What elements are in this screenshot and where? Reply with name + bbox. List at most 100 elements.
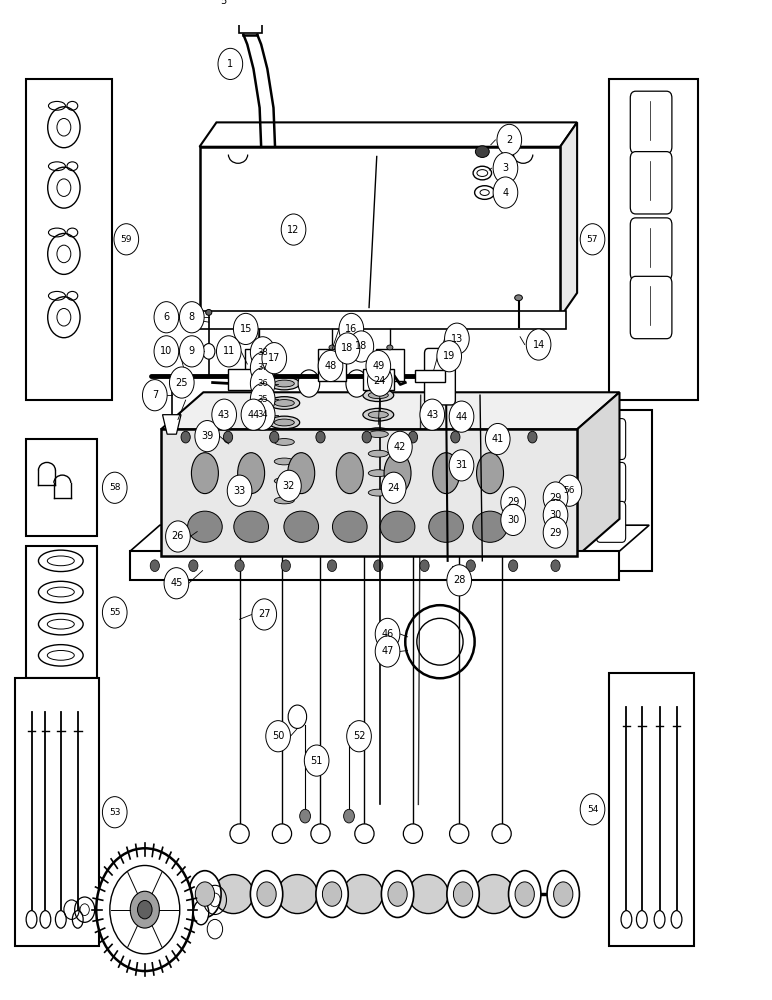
- Circle shape: [466, 560, 476, 572]
- Ellipse shape: [274, 478, 294, 484]
- Text: 58: 58: [109, 483, 120, 492]
- Text: 54: 54: [587, 805, 598, 814]
- Text: 29: 29: [550, 528, 562, 538]
- Circle shape: [110, 865, 180, 954]
- Circle shape: [223, 431, 232, 443]
- Text: 24: 24: [388, 483, 400, 493]
- Circle shape: [233, 313, 258, 345]
- Circle shape: [346, 370, 367, 397]
- Circle shape: [179, 302, 204, 333]
- Circle shape: [551, 560, 560, 572]
- Ellipse shape: [363, 447, 394, 460]
- Bar: [609, 79, 698, 400]
- Text: 51: 51: [310, 756, 323, 766]
- Ellipse shape: [269, 494, 300, 507]
- Ellipse shape: [188, 511, 222, 542]
- Ellipse shape: [273, 824, 292, 843]
- Ellipse shape: [449, 824, 469, 843]
- Text: 11: 11: [222, 346, 235, 356]
- Text: 38: 38: [257, 348, 268, 357]
- Text: 34: 34: [257, 410, 268, 419]
- Circle shape: [114, 224, 139, 255]
- Circle shape: [281, 560, 290, 572]
- Circle shape: [367, 365, 392, 396]
- Circle shape: [493, 153, 518, 184]
- Polygon shape: [560, 122, 577, 317]
- Ellipse shape: [277, 875, 317, 914]
- Circle shape: [420, 560, 429, 572]
- Text: 52: 52: [353, 731, 365, 741]
- Text: 43: 43: [218, 410, 230, 420]
- Circle shape: [304, 745, 329, 776]
- Polygon shape: [163, 415, 181, 434]
- Ellipse shape: [274, 458, 294, 465]
- Ellipse shape: [547, 871, 580, 917]
- Circle shape: [327, 560, 337, 572]
- Circle shape: [300, 809, 310, 823]
- Circle shape: [362, 431, 371, 443]
- Polygon shape: [199, 147, 560, 317]
- Circle shape: [130, 891, 159, 928]
- Bar: [318, 349, 346, 381]
- Bar: [415, 370, 445, 382]
- Text: 39: 39: [201, 431, 213, 441]
- Ellipse shape: [56, 911, 66, 928]
- Ellipse shape: [205, 309, 212, 315]
- Circle shape: [211, 0, 235, 16]
- Text: 44: 44: [455, 412, 468, 422]
- Text: 5: 5: [220, 0, 226, 6]
- Text: 17: 17: [268, 353, 280, 363]
- Text: 35: 35: [257, 395, 268, 404]
- Circle shape: [381, 472, 406, 503]
- Ellipse shape: [636, 911, 647, 928]
- Bar: [587, 410, 652, 571]
- Circle shape: [375, 378, 384, 389]
- Ellipse shape: [368, 411, 388, 418]
- Circle shape: [543, 482, 568, 513]
- Circle shape: [557, 475, 582, 506]
- Ellipse shape: [193, 900, 208, 925]
- Ellipse shape: [195, 882, 215, 906]
- Ellipse shape: [238, 453, 265, 494]
- Ellipse shape: [453, 882, 472, 906]
- Circle shape: [250, 384, 275, 415]
- Ellipse shape: [191, 453, 218, 494]
- Ellipse shape: [515, 295, 523, 301]
- Ellipse shape: [188, 871, 221, 917]
- Ellipse shape: [213, 875, 253, 914]
- Text: 14: 14: [533, 340, 545, 350]
- Circle shape: [137, 900, 152, 919]
- Circle shape: [420, 399, 445, 430]
- Text: 53: 53: [109, 808, 120, 817]
- Circle shape: [349, 331, 374, 362]
- Ellipse shape: [337, 453, 364, 494]
- Circle shape: [250, 352, 275, 384]
- Circle shape: [339, 313, 364, 345]
- Ellipse shape: [343, 875, 383, 914]
- Bar: [245, 349, 273, 381]
- Bar: [363, 369, 394, 390]
- Bar: [26, 79, 113, 400]
- Text: 16: 16: [345, 324, 357, 334]
- FancyBboxPatch shape: [597, 501, 625, 542]
- Ellipse shape: [363, 467, 394, 479]
- Ellipse shape: [316, 871, 348, 917]
- Circle shape: [218, 48, 242, 80]
- Ellipse shape: [368, 470, 388, 477]
- Ellipse shape: [381, 871, 414, 917]
- Text: 31: 31: [455, 460, 468, 470]
- Bar: [15, 678, 100, 946]
- Text: 24: 24: [374, 376, 386, 386]
- Text: 45: 45: [170, 578, 183, 588]
- Circle shape: [154, 302, 178, 333]
- FancyBboxPatch shape: [630, 152, 672, 214]
- Circle shape: [344, 809, 354, 823]
- Circle shape: [493, 177, 518, 208]
- Text: 32: 32: [283, 481, 295, 491]
- Ellipse shape: [654, 911, 665, 928]
- Text: 47: 47: [381, 646, 394, 656]
- Text: 27: 27: [258, 609, 270, 619]
- Text: 48: 48: [324, 361, 337, 371]
- Circle shape: [298, 370, 320, 397]
- Circle shape: [212, 399, 236, 430]
